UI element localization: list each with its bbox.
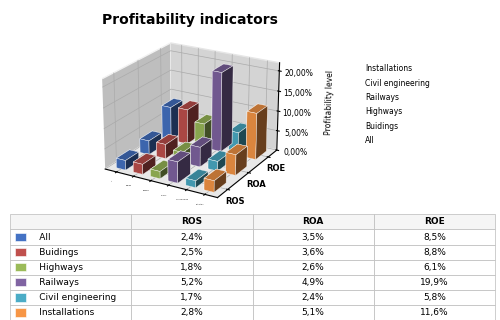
Text: Installations: Installations bbox=[365, 64, 412, 73]
Text: Civil engineering: Civil engineering bbox=[365, 79, 430, 88]
Text: Profitability indicators: Profitability indicators bbox=[102, 13, 278, 27]
Text: Buidings: Buidings bbox=[365, 122, 398, 131]
Text: All: All bbox=[365, 136, 375, 145]
Text: Railways: Railways bbox=[365, 93, 399, 102]
Text: Highways: Highways bbox=[365, 108, 402, 116]
